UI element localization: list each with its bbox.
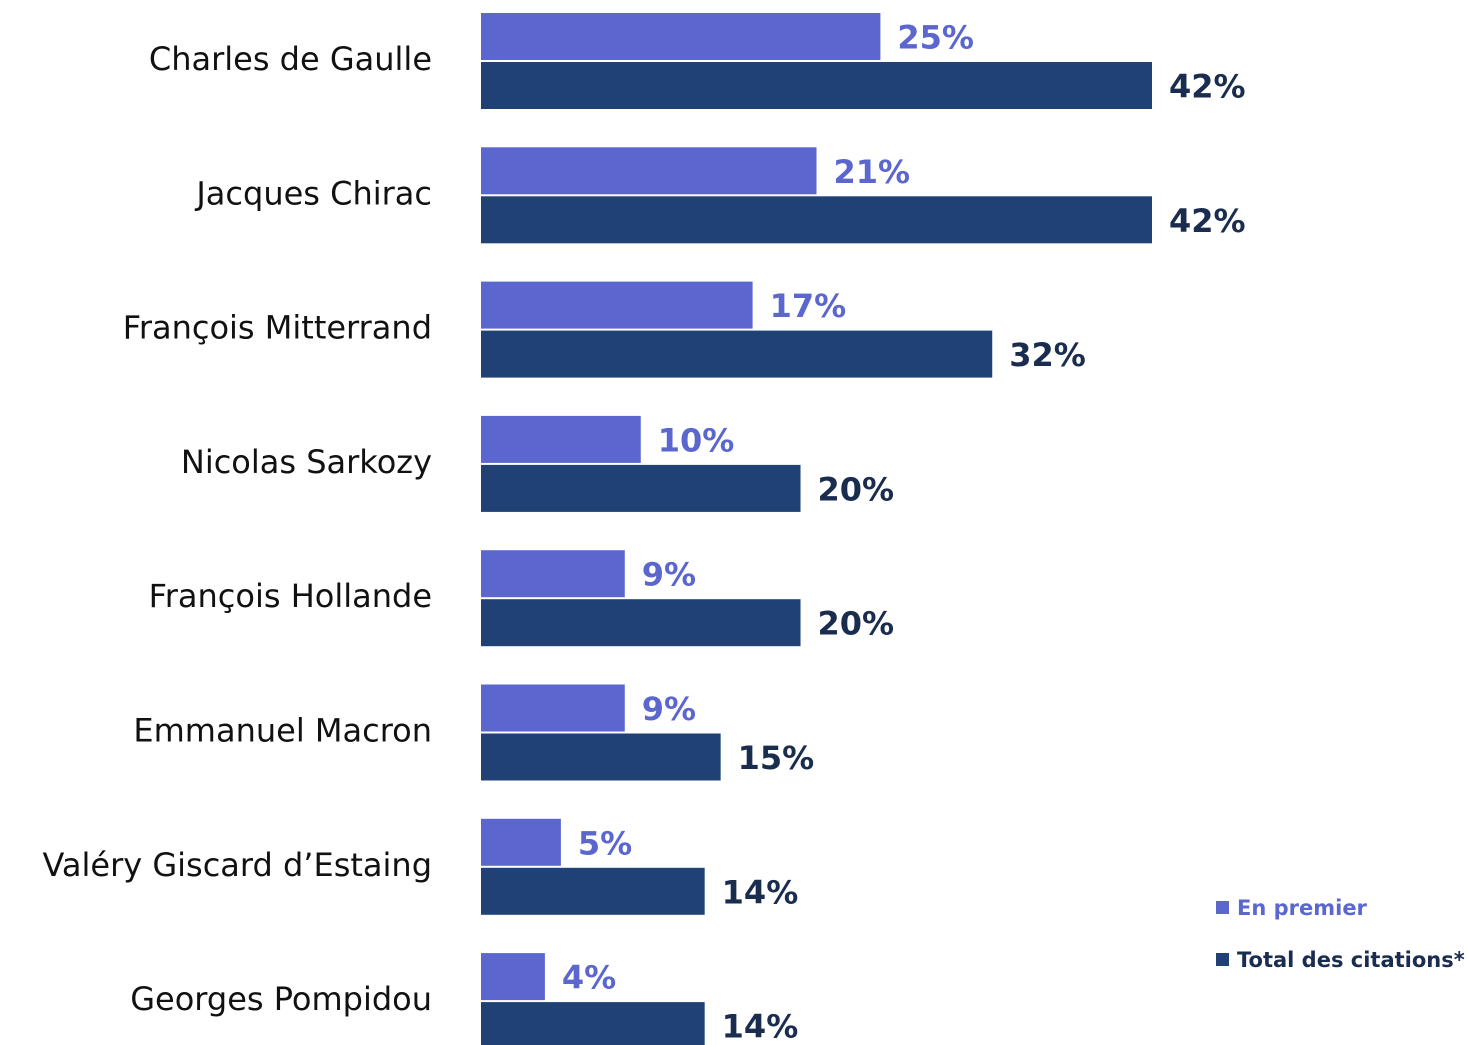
category-label: Emmanuel Macron [133,712,432,750]
data-label: 17% [770,287,847,325]
category-label: Valéry Giscard d’Estaing [42,846,432,884]
data-label: 42% [1169,68,1246,106]
bar [481,281,753,329]
legend-swatch [1216,901,1229,914]
data-label: 10% [658,421,735,459]
bar [481,550,625,598]
data-label: 20% [818,605,895,643]
bar [481,330,993,378]
bar [481,733,721,781]
category-label: Georges Pompidou [130,980,432,1018]
bar [481,953,545,1001]
data-label: 42% [1169,202,1246,240]
data-label: 15% [738,739,815,777]
category-label: François Hollande [149,577,432,615]
bar [481,62,1152,109]
bar [481,818,561,866]
data-label: 14% [722,1008,799,1045]
bar [481,599,801,647]
data-label: 9% [642,556,696,594]
bar [481,13,881,60]
data-label: 21% [834,153,911,191]
bar [481,415,641,463]
category-label: François Mitterrand [123,309,432,347]
data-label: 9% [642,690,696,728]
data-label: 20% [818,470,895,508]
bar [481,684,625,732]
bar [481,1002,705,1045]
category-label: Nicolas Sarkozy [181,443,432,481]
data-label: 4% [562,959,616,997]
category-label: Charles de Gaulle [149,40,432,78]
bar [481,147,817,195]
bar [481,196,1152,244]
bar [481,464,801,512]
data-label: 14% [722,873,799,911]
data-label: 25% [897,19,974,57]
legend-swatch [1216,953,1229,966]
data-label: 32% [1009,336,1086,374]
data-label: 5% [578,824,632,862]
legend-label: En premier [1237,896,1368,920]
category-label: Jacques Chirac [194,174,432,212]
legend-label: Total des citations* [1237,948,1465,972]
bar [481,867,705,915]
